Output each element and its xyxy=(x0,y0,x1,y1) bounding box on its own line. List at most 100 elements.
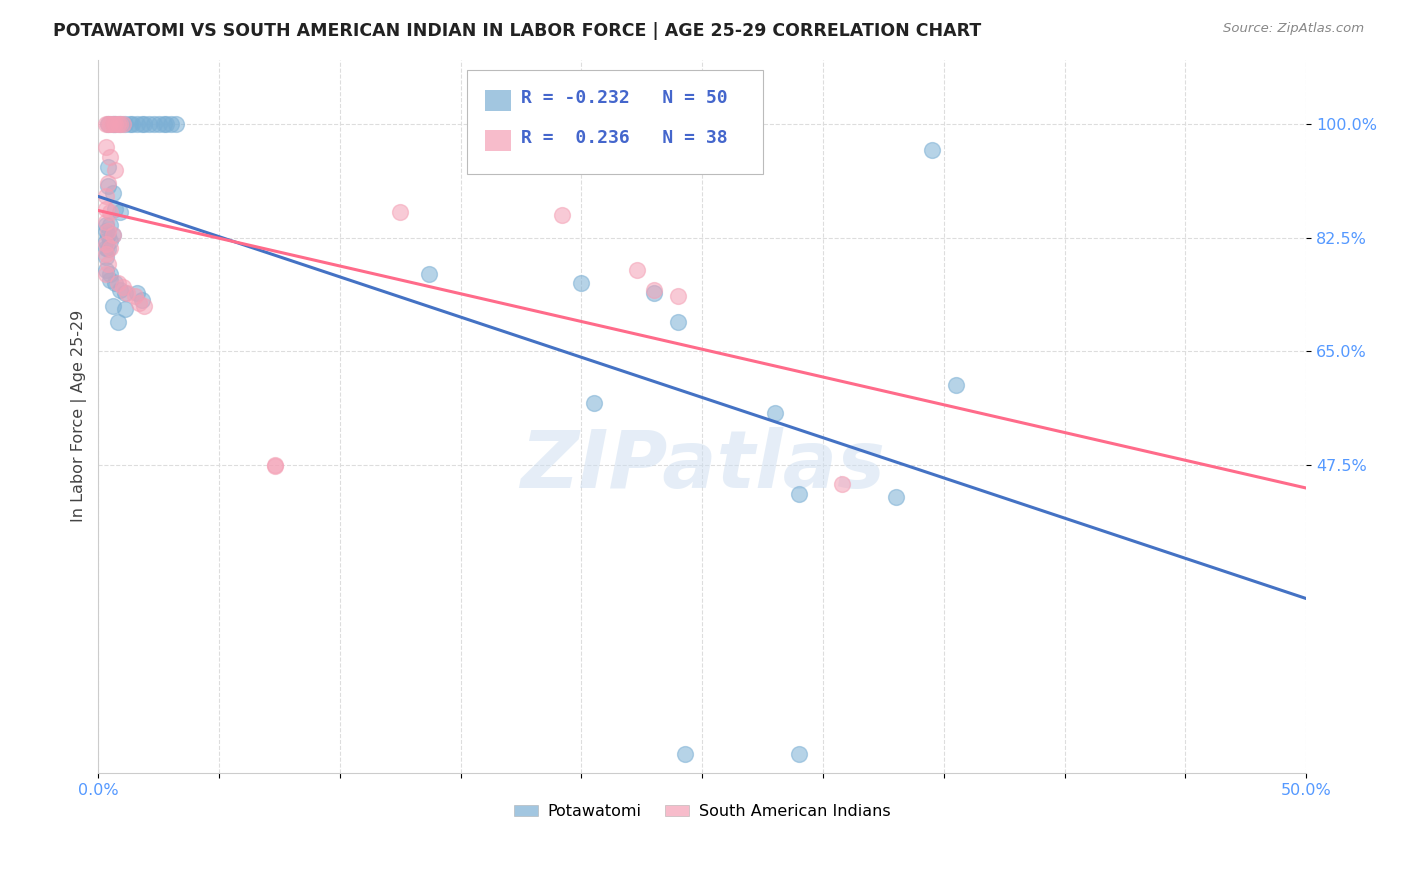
Point xyxy=(666,289,689,303)
Point xyxy=(418,267,440,281)
Point xyxy=(97,176,120,190)
Point xyxy=(94,237,117,252)
Point xyxy=(114,302,136,317)
Point xyxy=(108,118,131,132)
Point xyxy=(101,227,124,242)
Point xyxy=(100,118,122,132)
Point xyxy=(94,218,117,232)
Point xyxy=(97,242,120,256)
Point xyxy=(125,286,148,301)
Point xyxy=(94,234,117,248)
Point xyxy=(97,160,120,174)
Point xyxy=(643,286,665,301)
Point xyxy=(111,279,134,293)
Point xyxy=(111,118,134,132)
Point xyxy=(142,118,165,132)
Point xyxy=(101,227,124,242)
Point xyxy=(97,257,120,271)
Point xyxy=(118,118,141,132)
Point xyxy=(128,295,150,310)
Point xyxy=(101,299,124,313)
Point xyxy=(101,118,124,132)
Text: ZIPatlas: ZIPatlas xyxy=(520,427,884,505)
Point xyxy=(94,251,117,265)
Point xyxy=(138,118,160,132)
Point xyxy=(100,234,122,248)
Point xyxy=(831,477,853,491)
Text: R = -0.232   N = 50: R = -0.232 N = 50 xyxy=(522,89,728,107)
Point xyxy=(100,205,122,219)
Point xyxy=(165,118,187,132)
Point xyxy=(104,162,127,177)
Point xyxy=(643,283,665,297)
Point xyxy=(107,315,129,329)
Point xyxy=(100,273,122,287)
Legend: Potawatomi, South American Indians: Potawatomi, South American Indians xyxy=(508,798,897,826)
Point xyxy=(100,150,122,164)
Point xyxy=(152,118,174,132)
Point xyxy=(94,241,117,255)
Point xyxy=(104,118,127,132)
Point xyxy=(666,315,689,329)
Point xyxy=(94,189,117,203)
Point xyxy=(117,286,139,301)
Point xyxy=(108,205,131,219)
Point xyxy=(884,491,907,505)
Point xyxy=(100,241,122,255)
Point xyxy=(100,267,122,281)
Point xyxy=(104,118,127,132)
Point xyxy=(114,286,136,301)
Point xyxy=(107,277,129,291)
Point xyxy=(97,227,120,242)
Point xyxy=(124,289,146,303)
Point xyxy=(121,118,143,132)
Point xyxy=(134,299,156,313)
Point xyxy=(763,406,786,420)
Point xyxy=(100,218,122,232)
Point xyxy=(389,205,412,219)
Point xyxy=(94,267,117,281)
Point xyxy=(945,378,967,392)
Point xyxy=(104,277,127,291)
Point xyxy=(94,140,117,154)
Point xyxy=(155,118,177,132)
Text: R =  0.236   N = 38: R = 0.236 N = 38 xyxy=(522,129,728,147)
Point xyxy=(134,118,156,132)
Point xyxy=(787,487,810,501)
Point xyxy=(159,118,181,132)
FancyBboxPatch shape xyxy=(485,129,512,151)
Point xyxy=(125,118,148,132)
Point xyxy=(626,263,648,277)
Point xyxy=(94,247,117,261)
Point xyxy=(101,186,124,200)
Point xyxy=(921,144,943,158)
Point xyxy=(104,202,127,216)
Point xyxy=(107,118,129,132)
FancyBboxPatch shape xyxy=(485,89,512,111)
Point xyxy=(94,215,117,229)
Y-axis label: In Labor Force | Age 25-29: In Labor Force | Age 25-29 xyxy=(72,310,87,523)
Point xyxy=(108,118,131,132)
Point xyxy=(97,118,120,132)
Point xyxy=(114,118,136,132)
Point xyxy=(94,263,117,277)
Point xyxy=(131,293,153,307)
Point xyxy=(97,118,120,132)
FancyBboxPatch shape xyxy=(467,70,762,174)
Point xyxy=(97,225,120,239)
Point xyxy=(263,458,285,472)
Point xyxy=(94,118,117,132)
Point xyxy=(148,118,170,132)
Point xyxy=(97,179,120,194)
Point xyxy=(571,277,593,291)
Text: POTAWATOMI VS SOUTH AMERICAN INDIAN IN LABOR FORCE | AGE 25-29 CORRELATION CHART: POTAWATOMI VS SOUTH AMERICAN INDIAN IN L… xyxy=(53,22,981,40)
Point xyxy=(94,225,117,239)
Point xyxy=(131,118,153,132)
Point xyxy=(787,747,810,761)
Point xyxy=(673,747,696,761)
Point xyxy=(94,202,117,216)
Point xyxy=(108,283,131,297)
Point xyxy=(582,396,605,410)
Text: Source: ZipAtlas.com: Source: ZipAtlas.com xyxy=(1223,22,1364,36)
Point xyxy=(551,208,574,222)
